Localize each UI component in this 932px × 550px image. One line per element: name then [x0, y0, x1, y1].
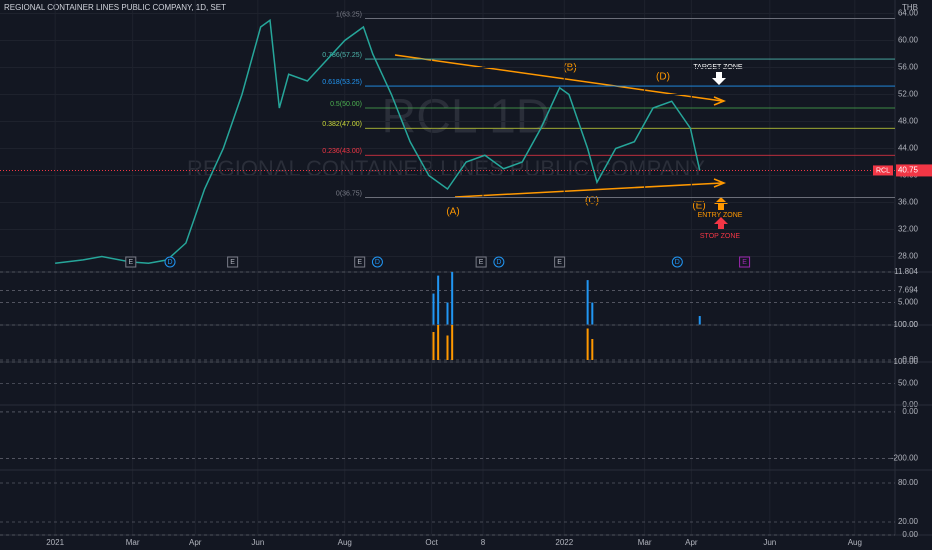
y-tick-label: 56.00: [898, 63, 919, 72]
fib-label: 0.786(57.25): [322, 52, 362, 59]
y-tick-label: 0.00: [902, 407, 918, 416]
event-label: D: [675, 259, 680, 266]
earnings-marker: [354, 256, 366, 268]
y-tick-label: -200.00: [891, 454, 919, 463]
event-label: D: [496, 259, 501, 266]
y-tick-label: 80.00: [898, 478, 919, 487]
indicator-bar: [437, 275, 440, 325]
earnings-marker: [739, 256, 751, 268]
x-tick-label: 8: [481, 538, 486, 547]
event-label: D: [168, 259, 173, 266]
x-tick-label: Oct: [425, 538, 438, 547]
event-label: E: [479, 259, 484, 266]
wave-label: (D): [656, 72, 670, 83]
x-tick-label: Aug: [338, 538, 352, 547]
wave-label: (C): [585, 196, 599, 207]
y-tick-label: 7.694: [898, 286, 919, 295]
indicator-bar: [451, 325, 454, 360]
x-tick-label: Mar: [126, 538, 140, 547]
arrow-head: [713, 96, 727, 106]
wave-label: (B): [563, 63, 576, 74]
indicator-bar: [591, 339, 594, 360]
price-tag: [896, 164, 932, 177]
indicator-bar: [698, 316, 701, 325]
fib-label: 0(36.75): [336, 190, 362, 197]
earnings-marker: [475, 256, 487, 268]
x-tick-label: Apr: [685, 538, 698, 547]
event-label: E: [742, 259, 747, 266]
dividend-marker: [164, 256, 176, 268]
y-tick-label: 50.00: [898, 379, 919, 388]
x-tick-label: Apr: [189, 538, 202, 547]
y-tick-label: 20.00: [898, 517, 919, 526]
y-tick-label: 52.00: [898, 90, 919, 99]
y-tick-label: 11.804: [894, 267, 918, 276]
wave-label: (A): [446, 207, 459, 218]
entry-arrow: [714, 197, 728, 210]
chart-title: REGIONAL CONTAINER LINES PUBLIC COMPANY,…: [4, 3, 226, 12]
fib-label: 0.618(53.25): [322, 79, 362, 86]
y-tick-label: 48.00: [898, 117, 919, 126]
earnings-marker: [125, 256, 137, 268]
y-tick-label: 0.00: [902, 530, 918, 539]
x-tick-label: Mar: [638, 538, 652, 547]
x-tick-label: Aug: [848, 538, 862, 547]
watermark-name: REGIONAL CONTAINER LINES PUBLIC COMPANY: [187, 156, 705, 181]
target-arrow: [712, 72, 726, 85]
y-tick-label: 100.00: [894, 320, 919, 329]
fib-label: 0.5(50.00): [330, 101, 362, 108]
y-tick-label: 44.00: [898, 144, 919, 153]
price-line: [55, 18, 701, 265]
event-label: D: [375, 259, 380, 266]
earnings-marker: [227, 256, 239, 268]
indicator-bar: [586, 280, 589, 325]
indicator-bar: [437, 325, 440, 360]
indicator-bar: [446, 302, 449, 325]
y-tick-label: 64.00: [898, 9, 919, 18]
entry-zone: ENTRY ZONE: [698, 212, 743, 219]
stop-zone: STOP ZONE: [700, 233, 741, 240]
y-tick-label: 0.00: [902, 355, 918, 364]
stop-arrow: [714, 217, 728, 230]
y-tick-label: 28.00: [898, 252, 919, 261]
arrow-head: [713, 178, 727, 188]
dividend-marker: [671, 256, 683, 268]
event-label: E: [128, 259, 133, 266]
trend-line: [454, 182, 723, 198]
y-tick-label: 100.00: [894, 357, 919, 366]
wave-label: (E): [692, 201, 705, 212]
dividend-marker: [493, 256, 505, 268]
earnings-marker: [554, 256, 566, 268]
indicator-bar: [591, 302, 594, 325]
indicator-bar: [451, 272, 454, 325]
y-tick-label: 36.00: [898, 198, 919, 207]
trend-line: [394, 54, 723, 102]
x-tick-label: Jun: [763, 538, 776, 547]
fib-label: 0.236(43.00): [322, 148, 362, 155]
fib-label: 1(63.25): [336, 11, 362, 18]
ticker-label: RCL: [876, 167, 890, 174]
x-tick-label: 2021: [46, 538, 64, 547]
event-label: E: [357, 259, 362, 266]
indicator-bar: [586, 328, 589, 360]
y-tick-label: 32.00: [898, 225, 919, 234]
indicator-bar: [432, 293, 435, 325]
y-tick-label: 5.000: [898, 298, 919, 307]
currency: THB: [902, 3, 918, 12]
indicator-bar: [446, 335, 449, 360]
fib-label: 0.382(47.00): [322, 121, 362, 128]
ticker-tag: [873, 165, 893, 176]
event-label: E: [557, 259, 562, 266]
x-tick-label: Jun: [251, 538, 264, 547]
x-tick-label: 2022: [555, 538, 573, 547]
watermark-symbol: RCL 1D: [382, 91, 551, 144]
event-label: E: [230, 259, 235, 266]
indicator-bar: [432, 332, 435, 360]
y-tick-label: 60.00: [898, 36, 919, 45]
dividend-marker: [371, 256, 383, 268]
price-tag-label: 40.75: [898, 166, 919, 175]
